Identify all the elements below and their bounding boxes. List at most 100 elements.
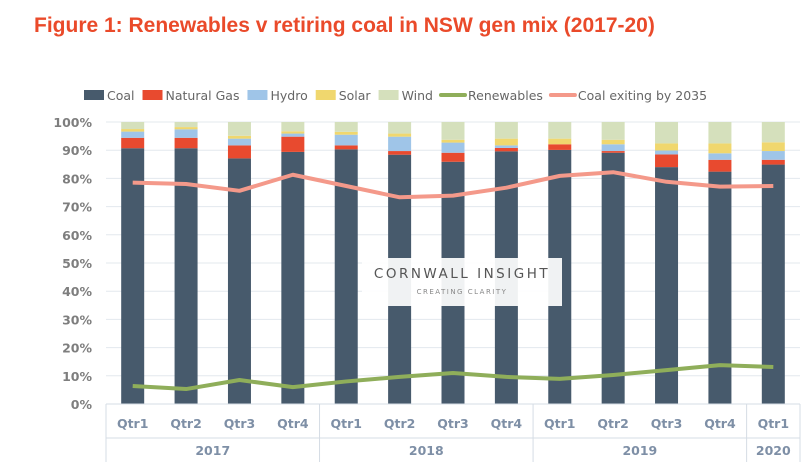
y-tick-label: 40% (62, 284, 92, 299)
x-tick-label: Qtr2 (170, 416, 201, 431)
y-tick-label: 70% (62, 200, 92, 215)
bar-segment-hydro (761, 151, 785, 160)
legend-label: Coal exiting by 2035 (578, 88, 707, 103)
bar-segment-natural-gas (494, 147, 518, 152)
x-group-label: 2019 (622, 443, 657, 458)
bar-segment-coal (708, 171, 732, 404)
x-tick-label: Qtr2 (597, 416, 628, 431)
watermark-tagline: CREATING CLARITY (416, 288, 508, 296)
bar-segment-natural-gas (601, 151, 625, 153)
bar-segment-natural-gas (281, 136, 305, 152)
bar-segment-hydro (494, 145, 518, 148)
x-group-label: 2017 (195, 443, 230, 458)
bar-segment-hydro (174, 129, 198, 138)
x-tick-label: Qtr3 (224, 416, 255, 431)
bar-segment-hydro (121, 131, 145, 138)
bar-segment-coal (761, 164, 785, 404)
bar-segment-solar (281, 131, 305, 134)
bar-segment-coal (227, 158, 251, 404)
bar-segment-solar (174, 127, 198, 130)
legend-swatch (315, 90, 336, 100)
bar-segment-wind (174, 122, 198, 128)
bar-segment-wind (388, 122, 412, 134)
bar-segment-wind (548, 122, 572, 139)
bar-segment-wind (761, 122, 785, 143)
bar-segment-natural-gas (121, 137, 145, 149)
bar-segment-wind (227, 122, 251, 136)
x-tick-label: Qtr4 (277, 416, 309, 431)
watermark-name: CORNWALL INSIGHT (373, 266, 551, 282)
bar-segment-hydro (227, 138, 251, 146)
bar-segment-wind (281, 122, 305, 132)
y-tick-label: 60% (62, 228, 92, 243)
chart-title: Figure 1: Renewables v retiring coal in … (34, 14, 655, 37)
x-tick-label: Qtr1 (758, 416, 789, 431)
legend-label: Wind (402, 88, 433, 103)
x-tick-label: Qtr3 (651, 416, 682, 431)
legend-label: Coal (107, 88, 135, 103)
bar-segment-hydro (388, 136, 412, 152)
bar-segment-solar (121, 129, 145, 132)
y-tick-label: 50% (62, 256, 92, 271)
watermark-logo: CORNWALL INSIGHT CREATING CLARITY (362, 258, 562, 306)
y-tick-label: 10% (62, 369, 92, 384)
bar-segment-natural-gas (388, 151, 412, 155)
y-tick-label: 30% (62, 312, 92, 327)
x-tick-label: Qtr1 (330, 416, 361, 431)
x-tick-label: Qtr3 (437, 416, 468, 431)
legend-label: Hydro (270, 88, 307, 103)
x-tick-label: Qtr2 (384, 416, 415, 431)
bar-segment-natural-gas (441, 152, 465, 162)
bar-segment-solar (601, 139, 625, 145)
bar-segment-hydro (601, 144, 625, 152)
bar-segment-hydro (441, 142, 465, 153)
legend-swatch (84, 90, 104, 100)
bar-segment-coal (601, 152, 625, 404)
bar-segment-solar (548, 138, 572, 145)
bar-segment-hydro (655, 150, 679, 155)
bar-segment-solar (388, 133, 412, 137)
x-tick-label: Qtr4 (704, 416, 736, 431)
bar-segment-solar (227, 135, 251, 139)
line-coal-exiting-by-2035 (132, 170, 774, 200)
bar-segment-wind (708, 122, 732, 144)
bar-segment-solar (655, 143, 679, 151)
bar-segment-solar (441, 139, 465, 143)
y-tick-label: 90% (62, 143, 92, 158)
bar-segment-hydro (281, 133, 305, 137)
legend-swatch (247, 90, 268, 100)
bar-segment-wind (441, 122, 465, 140)
x-group-label: 2020 (756, 443, 791, 458)
bar-segment-hydro (334, 134, 358, 146)
bar-segment-coal (655, 167, 679, 404)
legend-swatch (142, 90, 163, 100)
x-group-label: 2018 (409, 443, 444, 458)
bar-segment-natural-gas (227, 145, 251, 159)
bar-segment-natural-gas (655, 154, 679, 168)
bar-segment-natural-gas (708, 159, 732, 172)
x-tick-label: Qtr4 (491, 416, 523, 431)
bar-segment-wind (494, 122, 518, 139)
bar-segment-coal (334, 149, 358, 404)
bar-segment-coal (174, 148, 198, 404)
x-tick-label: Qtr1 (117, 416, 148, 431)
legend-label: Renewables (468, 88, 543, 103)
bar-segment-solar (334, 131, 358, 135)
y-tick-label: 0% (71, 397, 93, 412)
bar-segment-solar (494, 138, 518, 146)
bar-segment-natural-gas (761, 159, 785, 165)
bar-segment-solar (708, 143, 732, 154)
x-tick-label: Qtr1 (544, 416, 575, 431)
bar-segment-wind (601, 122, 625, 140)
bar-segment-wind (121, 122, 145, 130)
bar-segment-coal (121, 148, 145, 404)
bar-segment-wind (655, 122, 679, 144)
legend-label: Solar (339, 88, 372, 103)
legend-label: Natural Gas (166, 88, 240, 103)
bar-segment-hydro (708, 153, 732, 160)
line-renewables (132, 363, 774, 392)
legend-swatch (378, 90, 399, 100)
bar-segment-solar (761, 142, 785, 152)
bar-segment-wind (334, 122, 358, 132)
